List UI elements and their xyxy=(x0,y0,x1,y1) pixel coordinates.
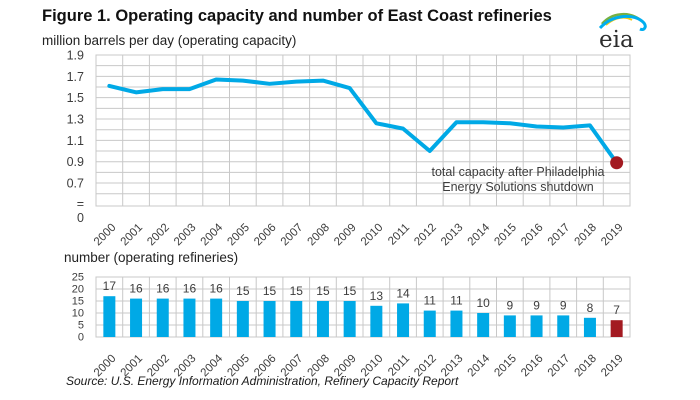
bottom-x-tick-label: 2014 xyxy=(466,352,493,379)
top-plot-frame xyxy=(95,54,631,207)
bar-value-label: 9 xyxy=(533,298,540,312)
figure-title: Figure 1. Operating capacity and number … xyxy=(42,7,552,25)
refinery-count-bar xyxy=(530,315,543,337)
top-y-tick-label: 1.1 xyxy=(67,134,84,148)
bottom-x-tick-label: 2017 xyxy=(546,353,573,380)
bar-value-label: 17 xyxy=(103,279,117,293)
top-x-tick-label: 2004 xyxy=(199,221,226,248)
refinery-count-bar xyxy=(343,301,356,337)
logo-text: eia xyxy=(599,27,634,53)
bar-value-label: 8 xyxy=(587,301,594,315)
top-x-tick-label: 2016 xyxy=(519,222,546,249)
refinery-count-bar xyxy=(450,310,463,337)
top-x-tick-label: 2018 xyxy=(572,222,599,249)
axis-break-symbol: = xyxy=(77,197,84,211)
shutdown-annotation: total capacity after Philadelphia Energy… xyxy=(400,165,636,195)
refinery-count-bar xyxy=(477,313,490,337)
logo-swoosh-blue-icon xyxy=(598,14,647,31)
refinery-count-bar xyxy=(557,315,570,337)
annotation-line: total capacity after Philadelphia xyxy=(431,165,605,179)
shutdown-highlight-dot xyxy=(610,156,624,170)
bottom-y-tick-label: 25 xyxy=(72,272,84,284)
capacity-line xyxy=(107,77,619,165)
refinery-count-bar xyxy=(236,301,249,337)
top-x-tick-label: 2015 xyxy=(492,222,519,249)
bar-value-label: 16 xyxy=(129,282,143,296)
bottom-y-tick-label: 20 xyxy=(72,284,84,296)
bar-value-label: 15 xyxy=(316,284,330,298)
bar-value-label: 16 xyxy=(156,282,170,296)
top-x-tick-label: 2011 xyxy=(386,222,412,248)
bar-value-label: 7 xyxy=(613,303,620,317)
eia-logo: eia xyxy=(598,13,647,53)
top-x-tick-label: 2012 xyxy=(412,222,439,249)
bar-value-label: 10 xyxy=(476,296,490,310)
top-x-tick-label: 2001 xyxy=(119,222,146,249)
top-y-tick-label: 1.9 xyxy=(67,49,84,63)
refinery-count-bar xyxy=(423,310,436,337)
top-x-tick-label: 2008 xyxy=(305,222,332,249)
top-x-tick-label: 2005 xyxy=(225,222,252,249)
bottom-x-tick-label: 2016 xyxy=(519,353,546,380)
bar-value-label: 9 xyxy=(560,298,567,312)
top-x-tick-label: 2010 xyxy=(359,222,386,249)
top-x-tick-label: 2019 xyxy=(599,222,626,249)
top-x-tick-label: 2003 xyxy=(172,222,199,249)
refinery-count-bar xyxy=(610,320,623,337)
bar-value-label: 11 xyxy=(424,294,437,308)
annotation-line: Energy Solutions shutdown xyxy=(442,180,594,194)
top-x-tick-label: 2006 xyxy=(252,222,279,249)
refinery-count-bar xyxy=(503,315,516,337)
refinery-count-bar xyxy=(370,305,383,337)
top-y-tick-label: 0.7 xyxy=(67,177,84,191)
refinery-count-bar xyxy=(130,298,143,337)
top-y-tick-label: 1.7 xyxy=(67,70,84,84)
top-x-tick-label: 2017 xyxy=(546,222,573,249)
bar-value-label: 15 xyxy=(236,284,250,298)
bottom-x-tick-label: 2015 xyxy=(492,353,519,380)
bar-value-label: 14 xyxy=(396,286,410,300)
refinery-count-bar xyxy=(263,301,276,337)
refinery-count-bar xyxy=(316,301,329,337)
bar-value-label: 11 xyxy=(450,294,463,308)
bottom-chart-axis-title: number (operating refineries) xyxy=(64,250,239,265)
bar-value-label: 15 xyxy=(263,284,277,298)
top-y-zero-label: 0 xyxy=(77,211,84,225)
refinery-count-bar xyxy=(397,303,410,337)
refinery-count-bar xyxy=(290,301,303,337)
bar-value-label: 15 xyxy=(343,284,357,298)
bar-value-label: 15 xyxy=(290,284,304,298)
refinery-count-bar xyxy=(156,298,169,337)
source-note: Source: U.S. Energy Information Administ… xyxy=(66,374,459,388)
top-y-tick-label: 1.3 xyxy=(67,113,84,127)
bottom-y-tick-label: 10 xyxy=(72,308,84,320)
top-x-tick-label: 2002 xyxy=(145,222,172,249)
top-chart-axis-title: million barrels per day (operating capac… xyxy=(42,33,297,48)
bar-value-label: 16 xyxy=(183,282,197,296)
refinery-count-bar xyxy=(210,298,223,337)
refinery-count-bar xyxy=(183,298,196,337)
bar-value-label: 16 xyxy=(209,282,223,296)
refinery-count-bar xyxy=(103,296,116,337)
top-x-tick-label: 2013 xyxy=(439,222,466,249)
bottom-y-tick-label: 0 xyxy=(78,332,84,344)
top-x-tick-label: 2000 xyxy=(92,222,119,249)
bar-value-label: 13 xyxy=(370,289,384,303)
bottom-y-tick-label: 15 xyxy=(72,296,84,308)
bottom-y-tick-label: 5 xyxy=(78,320,84,332)
bar-value-label: 9 xyxy=(507,298,514,312)
bottom-plot-frame xyxy=(95,276,631,338)
top-x-tick-label: 2009 xyxy=(332,222,359,249)
top-x-tick-label: 2007 xyxy=(279,222,306,249)
bottom-x-tick-label: 2018 xyxy=(572,353,599,380)
refinery-count-bar xyxy=(583,317,596,337)
bottom-x-tick-label: 2019 xyxy=(599,353,626,380)
top-y-tick-label: 1.5 xyxy=(67,91,84,105)
top-x-tick-label: 2014 xyxy=(466,221,493,248)
top-y-tick-label: 0.9 xyxy=(67,155,84,169)
